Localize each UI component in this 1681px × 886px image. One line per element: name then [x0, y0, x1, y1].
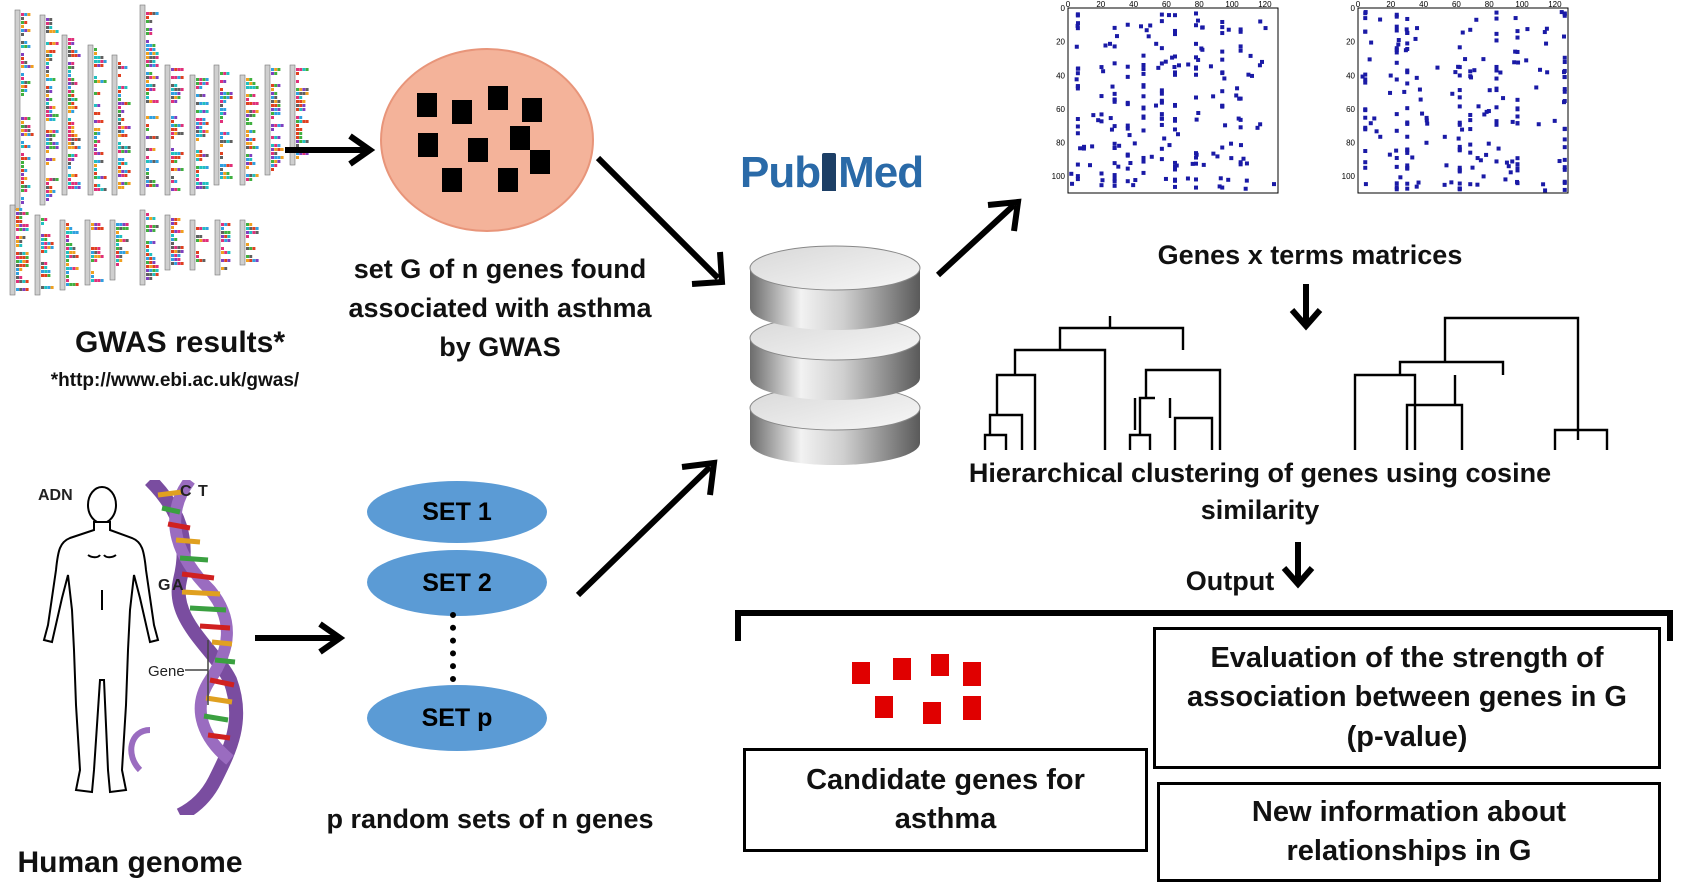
matrix-x-tick: 0: [1066, 0, 1071, 9]
candidate-genes-box: Candidate genes for asthma: [743, 748, 1148, 852]
evaluation-line1: Evaluation of the strength of: [1210, 642, 1604, 675]
human-genome-illustration: ADN C T G A Gene: [38, 480, 244, 815]
dendrogram-2: [1353, 316, 1609, 450]
candidate-line2: asthma: [894, 803, 997, 835]
matrix-x-tick: 100: [1515, 0, 1529, 9]
gene-set-label-line3: by GWAS: [439, 332, 561, 363]
gene-set-label-line1: set G of n genes found: [353, 254, 647, 284]
matrix-y-tick: 20: [1056, 38, 1065, 47]
matrix-x-tick: 120: [1548, 0, 1562, 9]
arrow-sets-to-database: [575, 459, 718, 598]
dendrogram-1: [983, 316, 1222, 450]
matrix-x-tick: 40: [1419, 0, 1428, 9]
matrix-x-tick: 120: [1258, 0, 1272, 9]
arrow-set-to-database: [595, 155, 726, 287]
gwas-title: GWAS results*: [74, 326, 286, 359]
output-bracket: [735, 610, 1673, 641]
matrices-caption: Genes x terms matrices: [1157, 240, 1463, 270]
arrow-down-1: [1289, 284, 1323, 331]
gene-set-label: set G of n genes found associated with a…: [315, 254, 685, 363]
matrix-y-tick: 0: [1351, 4, 1356, 13]
evaluation-line2: association between genes in G: [1187, 681, 1627, 714]
base-a-label: A: [172, 577, 184, 594]
base-c-label: C: [180, 483, 192, 500]
dna-label: ADN: [38, 487, 73, 504]
base-t-label: T: [198, 483, 208, 500]
matrix-y-tick: 100: [1342, 172, 1356, 181]
arrow-down-2: [1281, 542, 1315, 589]
matrix-y-tick: 80: [1056, 139, 1065, 148]
human-genome-title: Human genome: [17, 846, 243, 879]
database-icon: [749, 245, 921, 465]
gwas-karyogram-image: [9, 4, 309, 296]
pubmed-med: Med: [838, 148, 924, 197]
clustering-caption: Hierarchical clustering of genes using c…: [900, 458, 1620, 526]
matrix-x-tick: 100: [1225, 0, 1239, 9]
pubmed-logo: Pub Med: [740, 148, 924, 198]
gwas-url: *http://www.ebi.ac.uk/gwas/: [50, 370, 300, 391]
new-info-line1: New information about: [1251, 795, 1567, 828]
matrix-y-tick: 60: [1056, 105, 1065, 114]
random-set-2: SET 2: [367, 548, 547, 616]
random-sets-ellipsis-dots: [450, 612, 456, 682]
matrix-x-tick: 60: [1452, 0, 1461, 9]
new-info-line2: relationships in G: [1286, 835, 1532, 867]
matrix-x-tick: 60: [1162, 0, 1171, 9]
pubmed-book-icon: [822, 153, 837, 191]
output-label: Output: [1185, 566, 1275, 596]
matrix-x-tick: 20: [1386, 0, 1395, 9]
random-set-p: SET p: [367, 685, 547, 751]
evaluation-line3: (p-value): [1346, 720, 1468, 753]
clustering-caption-line1: Hierarchical clustering of genes using c…: [968, 458, 1552, 488]
matrix-x-tick: 80: [1485, 0, 1494, 9]
gene-term-matrix-2: 0 20 40 60 80 100 120 0 20 40 60 80 100: [1342, 0, 1569, 194]
arrow-gwas-to-set: [285, 133, 376, 167]
arrow-genome-to-sets: [255, 621, 346, 655]
matrix-y-tick: 40: [1056, 71, 1065, 80]
matrix-x-tick: 0: [1356, 0, 1361, 9]
clustering-caption-line2: similarity: [1200, 495, 1320, 526]
matrix-y-tick: 60: [1346, 105, 1355, 114]
matrix-y-tick: 80: [1346, 139, 1355, 148]
random-set-1: SET 1: [367, 481, 547, 543]
gene-set-label-line2: associated with asthma: [348, 293, 652, 324]
candidate-gene-squares: [852, 654, 981, 724]
matrix-x-tick: 80: [1195, 0, 1204, 9]
matrix-y-tick: 40: [1346, 71, 1355, 80]
matrix-y-tick: 100: [1052, 172, 1066, 181]
new-info-box: New information about relationships in G: [1157, 782, 1661, 882]
arrow-database-to-matrices: [935, 198, 1022, 278]
human-figure: [42, 486, 160, 794]
gene-set-squares: [417, 86, 550, 192]
matrix-x-tick: 20: [1096, 0, 1105, 9]
gene-term-matrix-1: 0 20 40 60 80 100 120 0 20 40 60 80 100: [1052, 0, 1279, 194]
matrix-y-tick: 20: [1346, 38, 1355, 47]
gene-label: Gene: [148, 663, 185, 680]
matrix-y-tick: 0: [1061, 4, 1066, 13]
pubmed-pub: Pub: [740, 148, 821, 197]
base-g-label: G: [158, 577, 170, 594]
dna-helix: [128, 480, 244, 815]
candidate-line1: Candidate genes for: [806, 763, 1085, 796]
random-sets-caption: p random sets of n genes: [326, 804, 654, 834]
matrix-x-tick: 40: [1129, 0, 1138, 9]
evaluation-box: Evaluation of the strength of associatio…: [1153, 627, 1661, 769]
